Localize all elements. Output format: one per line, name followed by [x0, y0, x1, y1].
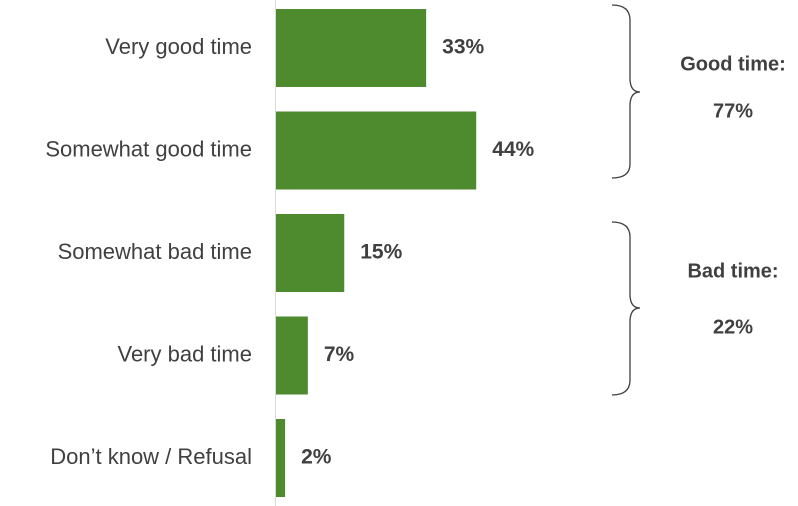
value-label: 2%	[301, 446, 332, 469]
category-label: Very bad time	[117, 341, 252, 366]
bracket	[611, 221, 641, 396]
annotation: Bad time:	[687, 260, 778, 282]
bar	[276, 316, 308, 395]
annotation: Good time:	[680, 53, 786, 75]
annotation-total: 22%	[713, 316, 753, 338]
category-label: Don’t know / Refusal	[50, 444, 252, 469]
bar	[276, 419, 286, 497]
category-label: Somewhat good time	[45, 136, 252, 161]
bar	[276, 9, 427, 87]
annotation-total: 77%	[713, 100, 753, 122]
value-label: 33%	[442, 36, 484, 59]
value-label: 15%	[360, 241, 402, 264]
bar	[276, 111, 477, 190]
value-label: 44%	[492, 138, 534, 161]
bracket	[611, 4, 641, 179]
category-label: Somewhat bad time	[58, 239, 252, 264]
category-label: Very good time	[105, 34, 252, 59]
value-label: 7%	[324, 343, 355, 366]
bar	[276, 214, 345, 292]
